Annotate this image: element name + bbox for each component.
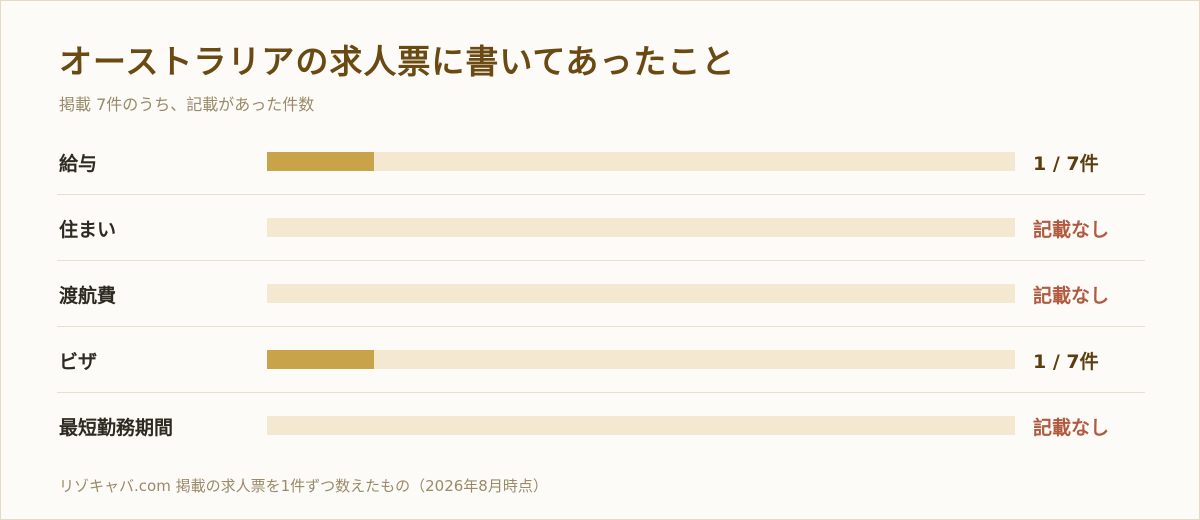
bar-track — [267, 350, 1015, 369]
bar-value-label: 1 / 7件 — [1033, 153, 1099, 175]
chart-subtitle: 掲載 7件のうち、記載があった件数 — [59, 95, 315, 114]
bar-row: 給与 1 / 7件 — [57, 129, 1145, 195]
bar-value-label: 記載なし — [1033, 219, 1110, 241]
bar-rows: 給与 1 / 7件 住まい 記載なし 渡航費 記載なし ビザ 1 / 7件 最短勤務期間 記載なし — [57, 129, 1145, 458]
bar — [267, 152, 374, 171]
bar-category-label: 最短勤務期間 — [59, 417, 174, 439]
bar-track — [267, 152, 1015, 171]
bar-category-label: 住まい — [59, 219, 117, 241]
bar-track — [267, 416, 1015, 435]
chart-footnote: リゾキャバ.com 掲載の求人票を1件ずつ数えたもの（2026年8月時点） — [59, 477, 548, 495]
bar-track — [267, 218, 1015, 237]
bar-row: ビザ 1 / 7件 — [57, 327, 1145, 393]
bar-row: 渡航費 記載なし — [57, 261, 1145, 327]
bar-category-label: ビザ — [59, 351, 98, 373]
bar-track — [267, 284, 1015, 303]
chart-title: オーストラリアの求人票に書いてあったこと — [59, 42, 736, 81]
bar-row: 住まい 記載なし — [57, 195, 1145, 261]
bar-value-label: 1 / 7件 — [1033, 351, 1099, 373]
bar — [267, 350, 374, 369]
bar-value-label: 記載なし — [1033, 285, 1110, 307]
bar-row: 最短勤務期間 記載なし — [57, 393, 1145, 458]
bar-category-label: 給与 — [59, 153, 98, 175]
bar-category-label: 渡航費 — [59, 285, 117, 307]
bar-value-label: 記載なし — [1033, 417, 1110, 439]
